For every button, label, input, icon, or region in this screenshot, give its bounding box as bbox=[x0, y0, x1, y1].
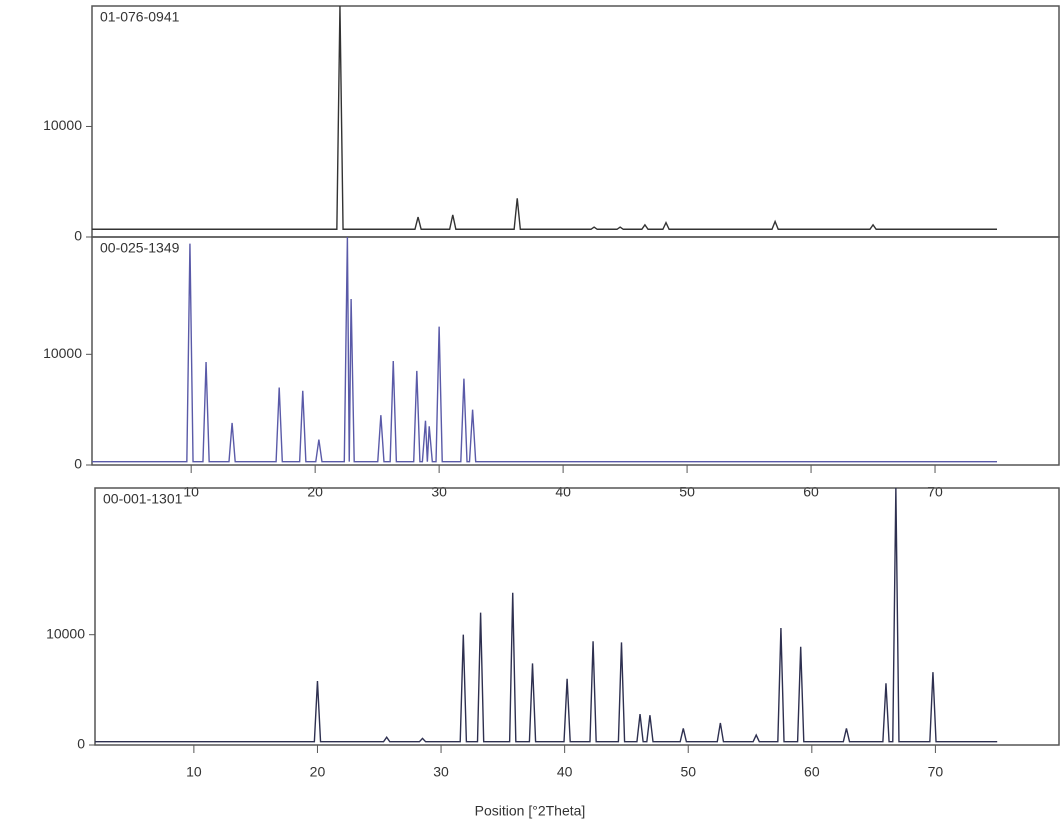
panel-frame bbox=[92, 6, 1059, 237]
x-tick-label: 50 bbox=[680, 764, 696, 780]
panel-label: 00-001-1301 bbox=[103, 491, 183, 507]
x-tick-label: 50 bbox=[679, 484, 695, 500]
y-tick-label: 10000 bbox=[43, 117, 82, 133]
y-tick-label: 10000 bbox=[43, 345, 82, 361]
y-tick-label: 10000 bbox=[46, 625, 85, 641]
x-tick-label: 70 bbox=[927, 484, 943, 500]
pattern-line bbox=[92, 6, 997, 229]
x-tick-label: 30 bbox=[433, 764, 449, 780]
x-tick-label: 10 bbox=[183, 484, 199, 500]
panel-label: 01-076-0941 bbox=[100, 9, 180, 25]
panel-label: 00-025-1349 bbox=[100, 240, 180, 256]
x-tick-label: 10 bbox=[186, 764, 202, 780]
chart: 0 10000 01-076-0941 0 10000 10 20 30 40 50 60 70 00-… bbox=[0, 0, 1061, 823]
x-tick-label: 20 bbox=[307, 484, 323, 500]
x-tick-label: 70 bbox=[928, 764, 944, 780]
y-tick-label: 0 bbox=[74, 228, 82, 244]
pattern-line bbox=[92, 237, 997, 462]
x-tick-label: 40 bbox=[557, 764, 573, 780]
panel-frame bbox=[92, 237, 1059, 465]
y-tick-label: 0 bbox=[74, 456, 82, 472]
x-axis-label: Position [°2Theta] bbox=[475, 803, 586, 819]
x-tick-label: 60 bbox=[803, 484, 819, 500]
pattern-line bbox=[95, 488, 997, 742]
x-tick-label: 20 bbox=[310, 764, 326, 780]
x-tick-label: 60 bbox=[804, 764, 820, 780]
y-tick-label: 0 bbox=[77, 736, 85, 752]
x-tick-label: 40 bbox=[555, 484, 571, 500]
panel-frame bbox=[95, 488, 1059, 745]
x-tick-label: 30 bbox=[431, 484, 447, 500]
